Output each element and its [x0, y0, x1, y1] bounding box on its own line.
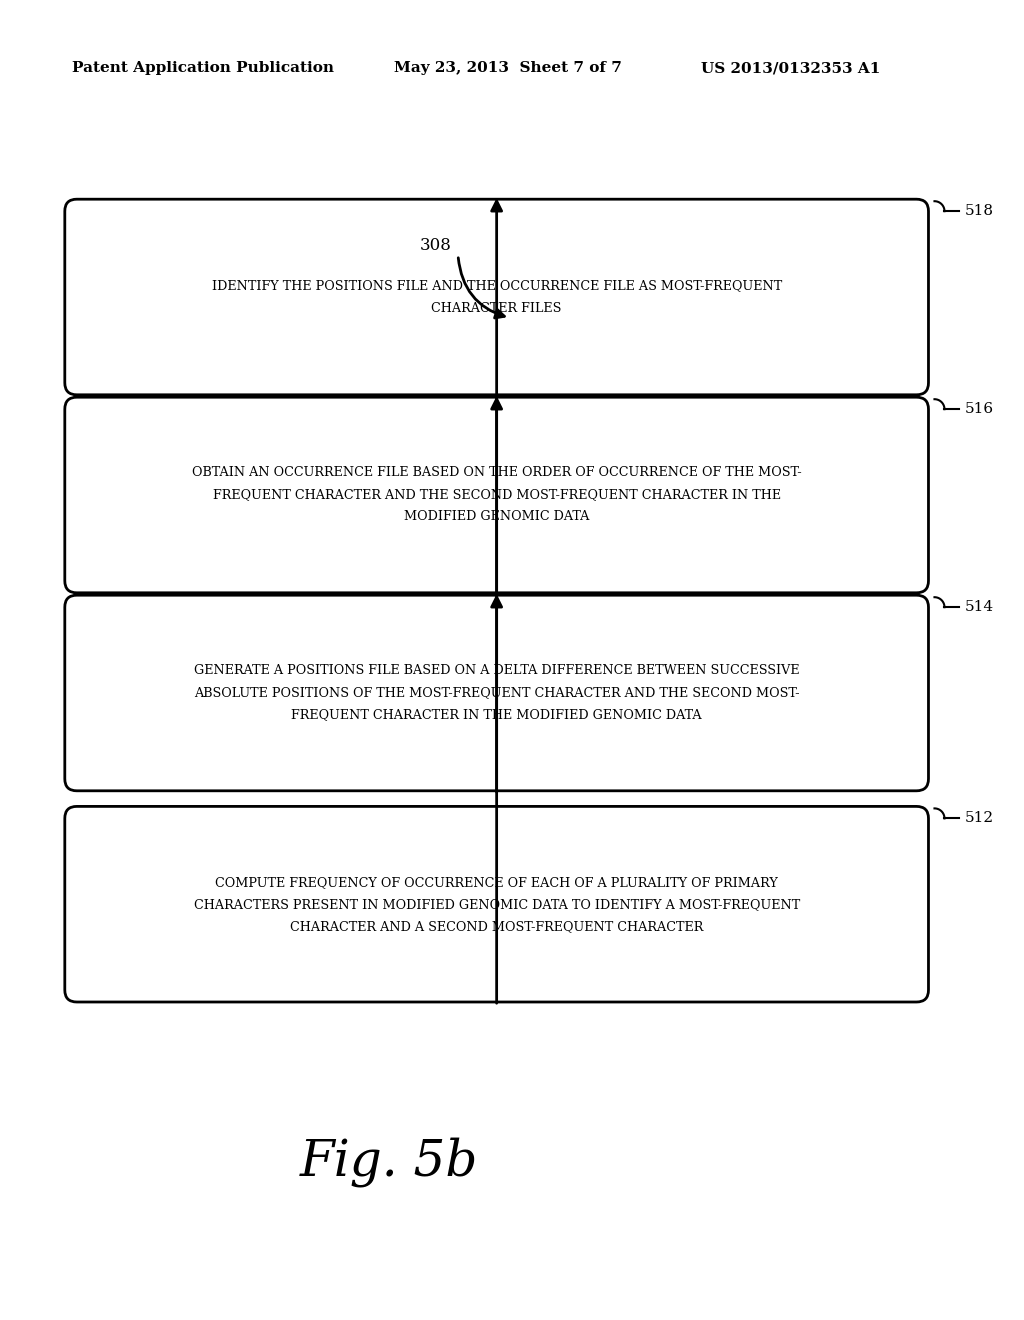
Text: Patent Application Publication: Patent Application Publication	[72, 61, 334, 75]
Text: GENERATE A POSITIONS FILE BASED ON A DELTA DIFFERENCE BETWEEN SUCCESSIVE: GENERATE A POSITIONS FILE BASED ON A DEL…	[194, 664, 800, 677]
Text: ABSOLUTE POSITIONS OF THE MOST-FREQUENT CHARACTER AND THE SECOND MOST-: ABSOLUTE POSITIONS OF THE MOST-FREQUENT …	[194, 686, 800, 700]
Text: May 23, 2013  Sheet 7 of 7: May 23, 2013 Sheet 7 of 7	[394, 61, 623, 75]
Text: 516: 516	[965, 403, 993, 416]
Text: CHARACTER FILES: CHARACTER FILES	[431, 301, 562, 314]
FancyBboxPatch shape	[65, 595, 929, 791]
Text: OBTAIN AN OCCURRENCE FILE BASED ON THE ORDER OF OCCURRENCE OF THE MOST-: OBTAIN AN OCCURRENCE FILE BASED ON THE O…	[191, 466, 802, 479]
Text: FREQUENT CHARACTER AND THE SECOND MOST-FREQUENT CHARACTER IN THE: FREQUENT CHARACTER AND THE SECOND MOST-F…	[213, 488, 780, 502]
Text: 512: 512	[965, 812, 993, 825]
Text: COMPUTE FREQUENCY OF OCCURRENCE OF EACH OF A PLURALITY OF PRIMARY: COMPUTE FREQUENCY OF OCCURRENCE OF EACH …	[215, 875, 778, 888]
Text: 308: 308	[420, 236, 452, 253]
Text: CHARACTERS PRESENT IN MODIFIED GENOMIC DATA TO IDENTIFY A MOST-FREQUENT: CHARACTERS PRESENT IN MODIFIED GENOMIC D…	[194, 898, 800, 911]
Text: FREQUENT CHARACTER IN THE MODIFIED GENOMIC DATA: FREQUENT CHARACTER IN THE MODIFIED GENOM…	[291, 709, 702, 722]
FancyBboxPatch shape	[65, 807, 929, 1002]
Text: CHARACTER AND A SECOND MOST-FREQUENT CHARACTER: CHARACTER AND A SECOND MOST-FREQUENT CHA…	[290, 920, 703, 933]
Text: Fig. 5b: Fig. 5b	[300, 1137, 478, 1187]
Text: US 2013/0132353 A1: US 2013/0132353 A1	[701, 61, 881, 75]
FancyBboxPatch shape	[65, 199, 929, 395]
Text: IDENTIFY THE POSITIONS FILE AND THE OCCURRENCE FILE AS MOST-FREQUENT: IDENTIFY THE POSITIONS FILE AND THE OCCU…	[212, 280, 781, 293]
FancyBboxPatch shape	[65, 397, 929, 593]
Text: 518: 518	[965, 205, 993, 218]
Text: MODIFIED GENOMIC DATA: MODIFIED GENOMIC DATA	[403, 511, 590, 524]
Text: 514: 514	[965, 601, 993, 614]
